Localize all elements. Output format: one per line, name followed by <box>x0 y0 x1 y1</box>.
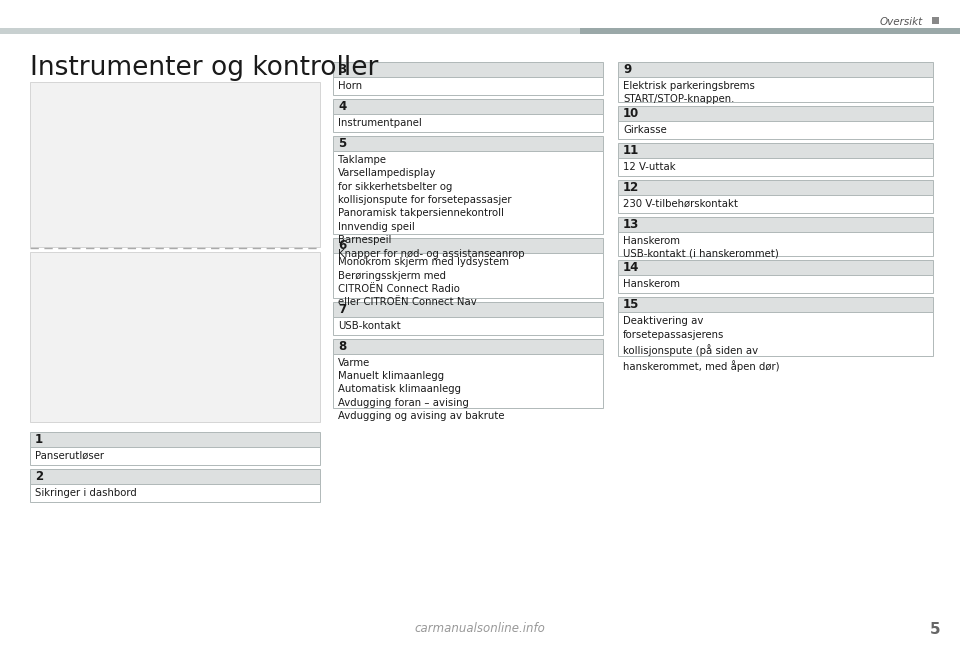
Bar <box>30 82 320 247</box>
Bar <box>618 106 933 121</box>
Text: Sikringer i dashbord: Sikringer i dashbord <box>35 488 136 498</box>
Text: Hanskerom: Hanskerom <box>623 279 680 289</box>
Text: 15: 15 <box>623 298 639 312</box>
Text: Hanskerom
USB-kontakt (i hanskerommet): Hanskerom USB-kontakt (i hanskerommet) <box>623 236 779 259</box>
Bar <box>30 484 320 502</box>
Bar <box>333 302 603 317</box>
Text: 8: 8 <box>338 339 347 352</box>
Bar <box>932 17 939 24</box>
Bar <box>333 62 603 77</box>
Bar <box>618 232 933 256</box>
Bar <box>618 77 933 102</box>
Text: Taklampe
Varsellampedisplay
for sikkerhetsbelter og
kollisjonspute for forsetepa: Taklampe Varsellampedisplay for sikkerhe… <box>338 155 524 258</box>
Bar <box>333 339 603 354</box>
Bar <box>580 28 960 34</box>
Bar <box>618 312 933 356</box>
Text: 4: 4 <box>338 100 347 113</box>
Text: 5: 5 <box>338 137 347 150</box>
Text: Instrumenter og kontroller: Instrumenter og kontroller <box>30 55 378 81</box>
Text: Instrumentpanel: Instrumentpanel <box>338 118 421 128</box>
Text: 3: 3 <box>338 63 347 76</box>
Text: Varme
Manuelt klimaanlegg
Automatisk klimaanlegg
Avdugging foran – avising
Avdug: Varme Manuelt klimaanlegg Automatisk kli… <box>338 358 505 421</box>
Bar <box>333 77 603 95</box>
Bar <box>333 151 603 234</box>
Text: 11: 11 <box>623 143 639 156</box>
Bar <box>30 432 320 447</box>
Text: 12 V-uttak: 12 V-uttak <box>623 162 676 171</box>
Text: 5: 5 <box>929 622 940 637</box>
Bar <box>0 28 580 34</box>
Bar <box>333 354 603 408</box>
Text: Panserutløser: Panserutløser <box>35 451 104 461</box>
Bar <box>30 252 320 422</box>
Bar <box>333 99 603 114</box>
Bar <box>618 297 933 312</box>
Bar <box>618 195 933 213</box>
Bar <box>618 143 933 158</box>
Text: 9: 9 <box>623 63 632 76</box>
Bar <box>30 469 320 484</box>
Bar <box>618 180 933 195</box>
Text: USB-kontakt: USB-kontakt <box>338 321 400 330</box>
Text: Horn: Horn <box>338 81 362 91</box>
Text: 2: 2 <box>35 470 43 483</box>
Text: carmanualsonline.info: carmanualsonline.info <box>415 622 545 635</box>
Text: Girkasse: Girkasse <box>623 125 667 134</box>
Text: Oversikt: Oversikt <box>880 17 924 27</box>
Bar <box>618 121 933 139</box>
Text: 12: 12 <box>623 180 639 193</box>
Text: Elektrisk parkeringsbrems
START/STOP-knappen.: Elektrisk parkeringsbrems START/STOP-kna… <box>623 81 755 104</box>
Text: Monokrom skjerm med lydsystem
Berøringsskjerm med
CITROËN Connect Radio
eller CI: Monokrom skjerm med lydsystem Berøringss… <box>338 258 509 308</box>
Text: Deaktivering av
forsetepassasjerens
kollisjonspute (på siden av
hanskerommet, me: Deaktivering av forsetepassasjerens koll… <box>623 316 780 372</box>
Text: 6: 6 <box>338 239 347 252</box>
Text: 230 V-tilbehørskontakt: 230 V-tilbehørskontakt <box>623 199 738 208</box>
Text: 7: 7 <box>338 302 347 315</box>
Bar <box>333 238 603 253</box>
Bar <box>618 158 933 176</box>
Text: 13: 13 <box>623 217 639 230</box>
Text: 1: 1 <box>35 433 43 446</box>
Bar <box>333 114 603 132</box>
Bar <box>618 62 933 77</box>
Bar <box>333 317 603 335</box>
Bar <box>30 447 320 465</box>
Bar <box>618 275 933 293</box>
Bar <box>618 260 933 275</box>
Bar <box>333 136 603 151</box>
Bar <box>333 253 603 298</box>
Text: 10: 10 <box>623 106 639 119</box>
Bar <box>618 217 933 232</box>
Text: 14: 14 <box>623 261 639 274</box>
Bar <box>0 0 960 30</box>
